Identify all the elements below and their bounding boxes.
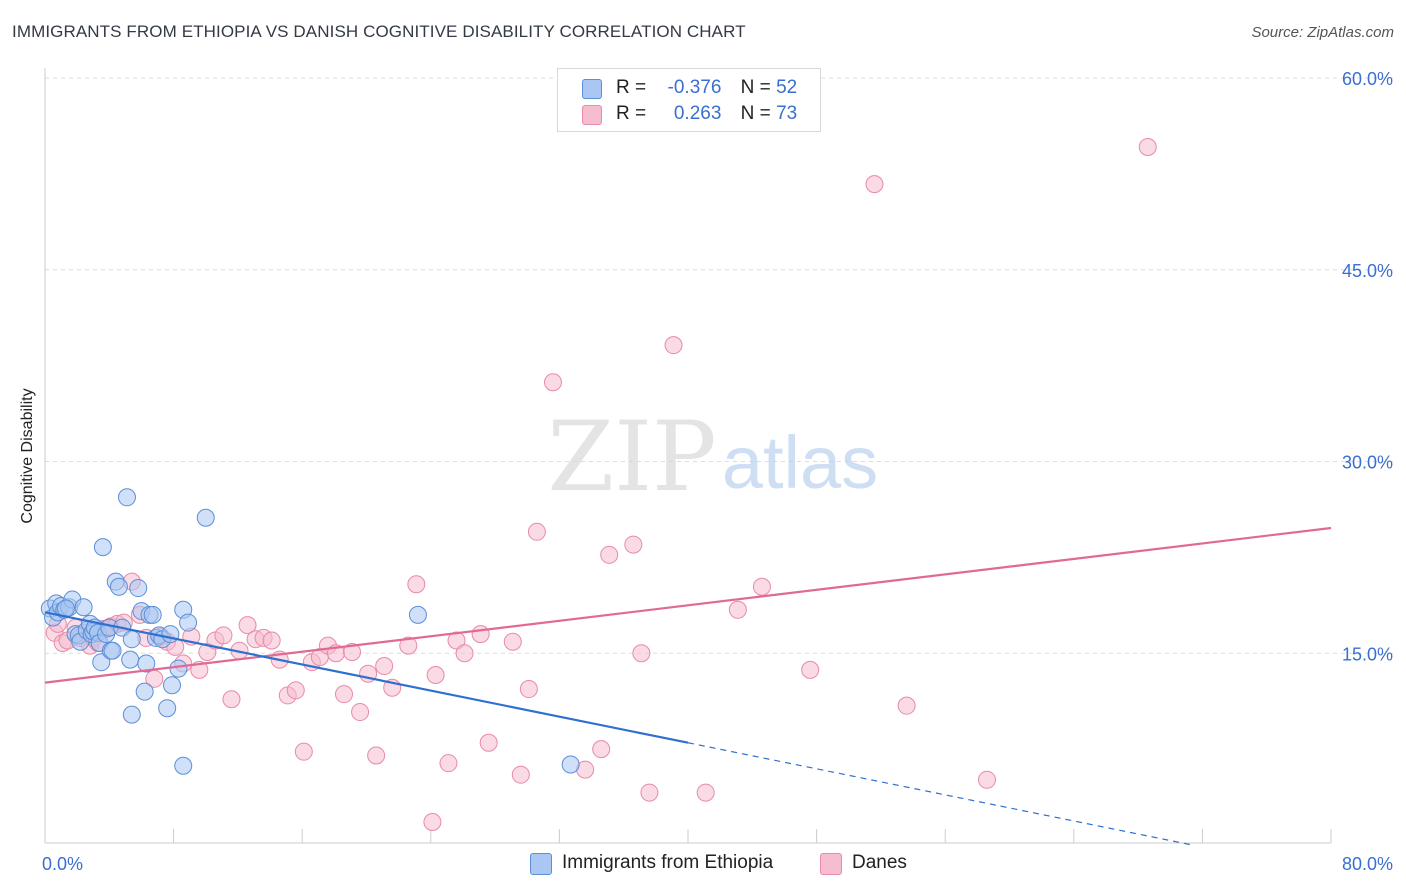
- y-tick-label: 30.0%: [1342, 453, 1393, 473]
- data-point-danes: [222, 690, 241, 709]
- trend-line-danes: [44, 526, 1332, 684]
- data-point-danes: [399, 636, 418, 655]
- y-tick-label: 15.0%: [1342, 644, 1393, 664]
- data-point-ethiopia: [109, 577, 128, 596]
- data-point-danes: [519, 680, 538, 699]
- source-label: Source: ZipAtlas.com: [1251, 24, 1394, 41]
- data-point-ethiopia: [174, 756, 193, 775]
- y-axis-label: Cognitive Disability: [19, 388, 36, 524]
- chart-title: IMMIGRANTS FROM ETHIOPIA VS DANISH COGNI…: [12, 22, 746, 41]
- legend-r-label: R =: [616, 103, 647, 124]
- correlation-legend: R = -0.376 N = 52 R = 0.263 N = 73: [557, 68, 821, 132]
- data-point-ethiopia: [135, 682, 154, 701]
- trend-line-ethiopia-extension: [687, 742, 1193, 846]
- data-point-danes: [977, 770, 996, 789]
- data-point-danes: [286, 681, 305, 700]
- data-point-danes: [439, 754, 458, 773]
- bottom-legend-swatch-ethiopia: [530, 853, 552, 875]
- legend-swatch-danes: [582, 105, 602, 125]
- legend-r-value: -0.376: [667, 77, 722, 98]
- data-point-danes: [511, 765, 530, 784]
- x-tick-label: 0.0%: [42, 854, 83, 874]
- data-point-danes: [728, 600, 747, 619]
- data-point-ethiopia: [196, 508, 215, 527]
- data-point-danes: [632, 644, 651, 663]
- data-point-danes: [471, 625, 490, 644]
- data-point-danes: [865, 175, 884, 194]
- bottom-legend-swatch-danes: [820, 853, 842, 875]
- data-point-ethiopia: [93, 538, 112, 557]
- data-point-ethiopia: [162, 676, 181, 695]
- data-point-ethiopia: [92, 653, 111, 672]
- data-point-danes: [801, 660, 820, 679]
- data-point-danes: [664, 336, 683, 355]
- bottom-legend-label-danes: Danes: [852, 852, 907, 873]
- grid-lines: [45, 77, 1395, 654]
- data-point-ethiopia: [408, 605, 427, 624]
- data-point-ethiopia: [158, 699, 177, 718]
- data-point-danes: [696, 783, 715, 802]
- data-point-ethiopia: [117, 488, 136, 507]
- data-point-ethiopia: [143, 605, 162, 624]
- watermark: ZIP atlas: [547, 401, 878, 513]
- watermark-atlas: atlas: [722, 421, 878, 504]
- legend-n-value: 52: [776, 77, 798, 98]
- data-point-danes: [897, 696, 916, 715]
- data-point-danes: [640, 783, 659, 802]
- legend-r-label: R =: [616, 77, 647, 98]
- data-point-danes: [334, 685, 353, 704]
- legend-r-value: 0.263: [673, 103, 722, 124]
- legend-n-label: N =: [740, 103, 771, 124]
- data-point-danes: [503, 632, 522, 651]
- legend-n-label: N =: [740, 77, 771, 98]
- data-point-danes: [262, 631, 281, 650]
- axes: [44, 68, 1332, 844]
- watermark-zip: ZIP: [547, 401, 716, 513]
- data-point-ethiopia: [122, 630, 141, 649]
- data-point-danes: [367, 746, 386, 765]
- data-point-danes: [407, 575, 426, 594]
- data-point-ethiopia: [561, 755, 580, 774]
- data-point-ethiopia: [129, 579, 148, 598]
- legend-n-value: 73: [776, 103, 798, 124]
- data-point-danes: [375, 657, 394, 676]
- data-point-danes: [752, 577, 771, 596]
- data-point-danes: [543, 373, 562, 392]
- x-tick-label: 80.0%: [1342, 854, 1393, 874]
- data-point-danes: [214, 626, 233, 645]
- data-point-ethiopia: [179, 613, 198, 632]
- data-point-danes: [624, 535, 643, 554]
- data-point-danes: [294, 742, 313, 761]
- data-point-danes: [423, 812, 442, 831]
- data-point-danes: [600, 545, 619, 564]
- data-point-danes: [479, 733, 498, 752]
- data-point-danes: [343, 642, 362, 661]
- legend-swatch-ethiopia: [582, 79, 602, 99]
- data-point-danes: [238, 616, 257, 635]
- tick-labels: 15.0% 30.0% 45.0% 60.0% 0.0% 80.0%: [42, 69, 1393, 874]
- data-point-ethiopia: [169, 659, 188, 678]
- trend-line-ethiopia: [44, 611, 689, 744]
- data-point-ethiopia: [137, 654, 156, 673]
- trend-lines: [44, 526, 1332, 846]
- data-point-ethiopia: [122, 705, 141, 724]
- y-tick-label: 45.0%: [1342, 261, 1393, 281]
- data-point-ethiopia: [74, 598, 93, 617]
- data-point-danes: [351, 703, 370, 722]
- y-tick-label: 60.0%: [1342, 69, 1393, 89]
- data-point-ethiopia: [103, 641, 122, 660]
- data-point-danes: [527, 522, 546, 541]
- data-point-danes: [1138, 138, 1157, 157]
- data-point-danes: [592, 740, 611, 759]
- data-point-danes: [447, 631, 466, 650]
- data-point-danes: [455, 644, 474, 663]
- data-point-danes: [426, 665, 445, 684]
- bottom-legend-label-ethiopia: Immigrants from Ethiopia: [562, 852, 774, 873]
- series-ethiopia-points: [40, 488, 580, 775]
- data-point-ethiopia: [121, 650, 140, 669]
